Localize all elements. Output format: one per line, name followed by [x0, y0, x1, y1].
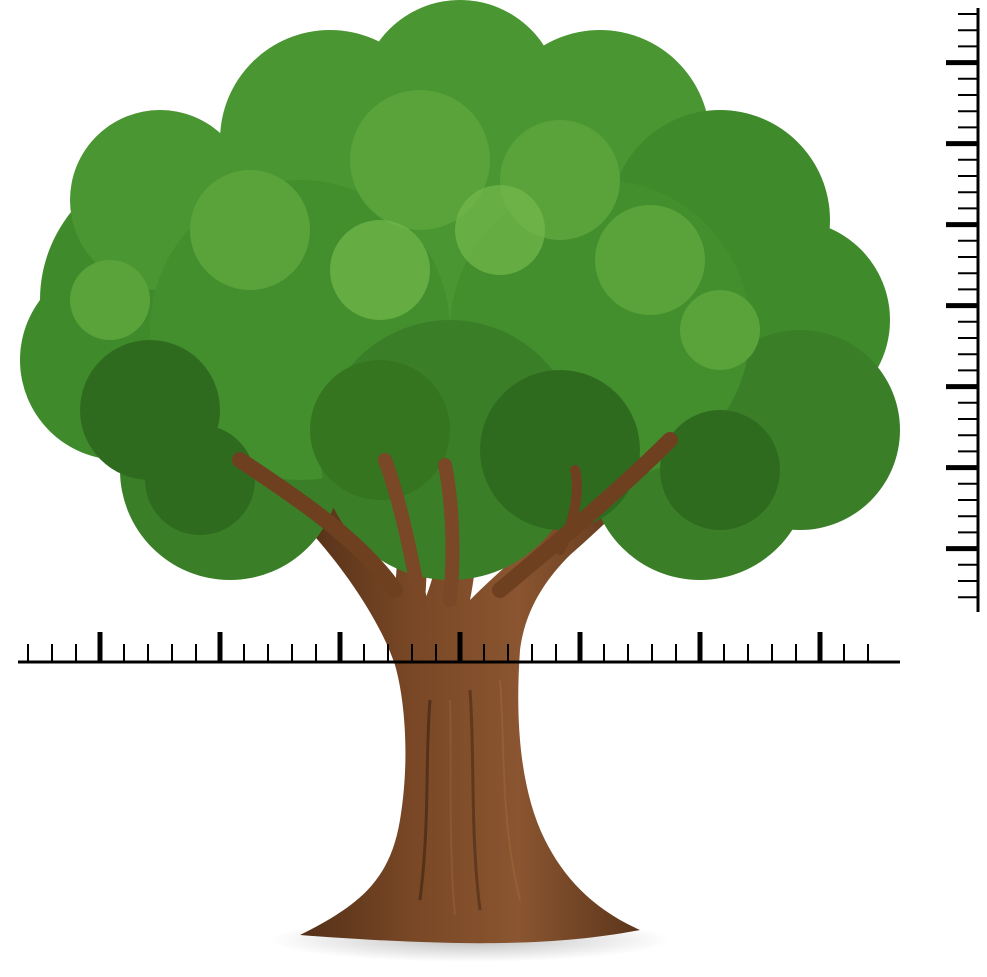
tree-canopy [20, 0, 900, 580]
tree-branches [232, 432, 678, 607]
vertical-ruler [946, 8, 980, 612]
horizontal-ruler [18, 632, 900, 664]
